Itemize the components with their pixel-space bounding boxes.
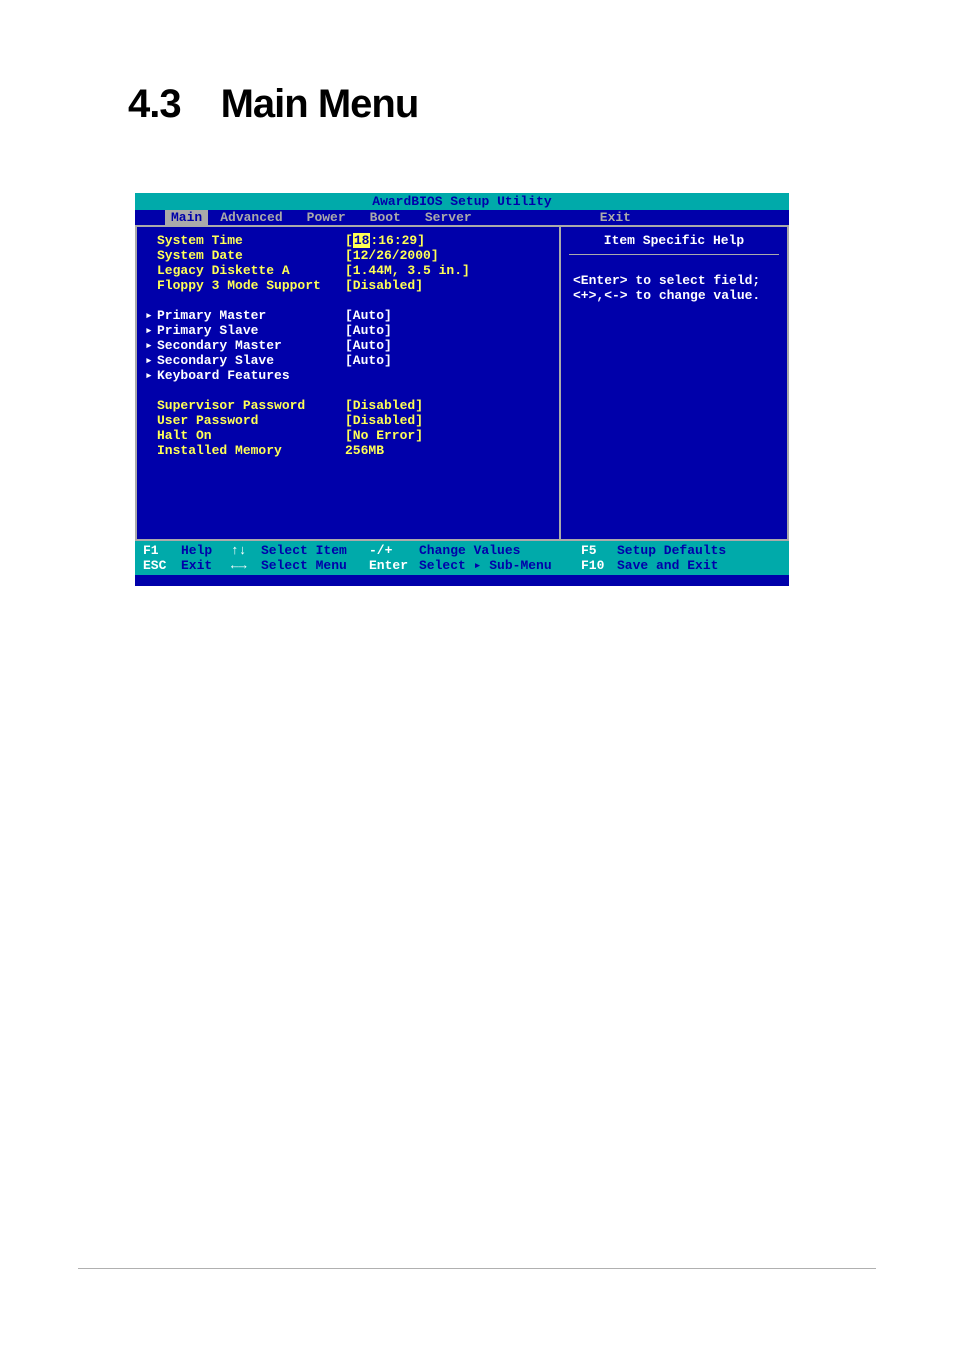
label-primary-master: Primary Master [157, 308, 266, 323]
help-line1: <Enter> to select field; [569, 273, 779, 288]
bios-setup-screenshot: AwardBIOS Setup Utility Main Advanced Po… [135, 193, 789, 586]
bios-left-pane: System Time [18:16:29] System Date [12/2… [135, 225, 560, 541]
row-keyboard-features[interactable]: ▸Keyboard Features [145, 368, 551, 383]
row-system-time[interactable]: System Time [18:16:29] [145, 233, 551, 248]
menu-boot[interactable]: Boot [358, 210, 413, 225]
row-installed-memory[interactable]: Installed Memory 256MB [145, 443, 551, 458]
footer-row-1: F1 Help ↑↓ Select Item -/+ Change Values… [143, 543, 781, 558]
section-title: Main Menu [221, 82, 419, 126]
label-supervisor-password: Supervisor Password [157, 398, 305, 413]
menu-advanced[interactable]: Advanced [208, 210, 294, 225]
menu-server[interactable]: Server [413, 210, 484, 225]
label-user-password: User Password [157, 413, 258, 428]
footer-f10-key: F10 [581, 558, 617, 573]
footer-f1-action: Help [181, 543, 231, 558]
value-primary-master: [Auto] [345, 308, 392, 323]
footer-select-menu: Select Menu [261, 558, 369, 573]
value-floppy-3-mode: [Disabled] [345, 278, 423, 293]
row-primary-slave[interactable]: ▸Primary Slave [Auto] [145, 323, 551, 338]
value-legacy-diskette: [1.44M, 3.5 in.] [345, 263, 470, 278]
submenu-icon: ▸ [145, 368, 157, 383]
footer-setup-defaults: Setup Defaults [617, 543, 726, 558]
value-primary-slave: [Auto] [345, 323, 392, 338]
footer-leftright-icon: ←→ [231, 558, 261, 573]
value-secondary-slave: [Auto] [345, 353, 392, 368]
page-footer-rule [78, 1268, 876, 1269]
value-secondary-master: [Auto] [345, 338, 392, 353]
label-system-date: System Date [157, 248, 243, 263]
value-supervisor-password: [Disabled] [345, 398, 423, 413]
footer-change-values: Change Values [419, 543, 581, 558]
row-supervisor-password[interactable]: Supervisor Password [Disabled] [145, 398, 551, 413]
help-line2: <+>,<-> to change value. [569, 288, 779, 303]
row-secondary-slave[interactable]: ▸Secondary Slave [Auto] [145, 353, 551, 368]
submenu-icon: ▸ [145, 338, 157, 353]
label-installed-memory: Installed Memory [157, 443, 282, 458]
label-secondary-slave: Secondary Slave [157, 353, 274, 368]
value-system-date: [12/26/2000] [345, 248, 439, 263]
label-keyboard-features: Keyboard Features [157, 368, 290, 383]
row-halt-on[interactable]: Halt On [No Error] [145, 428, 551, 443]
footer-select-submenu: Select ▸ Sub-Menu [419, 558, 581, 573]
section-number: 4.3 [128, 82, 181, 127]
row-system-date[interactable]: System Date [12/26/2000] [145, 248, 551, 263]
submenu-icon: ▸ [145, 353, 157, 368]
bios-body: System Time [18:16:29] System Date [12/2… [135, 225, 789, 541]
row-floppy-3-mode[interactable]: Floppy 3 Mode Support [Disabled] [145, 278, 551, 293]
label-halt-on: Halt On [157, 428, 212, 443]
row-user-password[interactable]: User Password [Disabled] [145, 413, 551, 428]
value-halt-on: [No Error] [345, 428, 423, 443]
footer-updown-icon: ↑↓ [231, 543, 261, 558]
footer-plusminus-key: -/+ [369, 543, 419, 558]
label-system-time: System Time [157, 233, 243, 248]
value-user-password: [Disabled] [345, 413, 423, 428]
row-legacy-diskette[interactable]: Legacy Diskette A [1.44M, 3.5 in.] [145, 263, 551, 278]
menu-main[interactable]: Main [165, 210, 208, 225]
footer-f1-key: F1 [143, 543, 181, 558]
footer-select-item: Select Item [261, 543, 369, 558]
bios-menu-bar: Main Advanced Power Boot Server Exit [135, 210, 789, 225]
page-section-heading: 4.3 Main Menu [128, 82, 418, 127]
label-primary-slave: Primary Slave [157, 323, 258, 338]
spacer [145, 383, 551, 398]
spacer [145, 293, 551, 308]
row-secondary-master[interactable]: ▸Secondary Master [Auto] [145, 338, 551, 353]
footer-save-exit: Save and Exit [617, 558, 718, 573]
footer-esc-action: Exit [181, 558, 231, 573]
bios-footer: F1 Help ↑↓ Select Item -/+ Change Values… [135, 541, 789, 575]
footer-f5-key: F5 [581, 543, 617, 558]
bios-title-bar: AwardBIOS Setup Utility [135, 193, 789, 210]
row-primary-master[interactable]: ▸Primary Master [Auto] [145, 308, 551, 323]
footer-enter-key: Enter [369, 558, 419, 573]
submenu-icon: ▸ [145, 323, 157, 338]
label-floppy-3-mode: Floppy 3 Mode Support [157, 278, 321, 293]
footer-row-2: ESC Exit ←→ Select Menu Enter Select ▸ S… [143, 558, 781, 573]
help-title: Item Specific Help [569, 233, 779, 255]
footer-esc-key: ESC [143, 558, 181, 573]
menu-power[interactable]: Power [295, 210, 358, 225]
label-secondary-master: Secondary Master [157, 338, 282, 353]
time-hour-selected[interactable]: 18 [353, 233, 371, 248]
label-legacy-diskette: Legacy Diskette A [157, 263, 290, 278]
submenu-icon: ▸ [145, 308, 157, 323]
bios-help-pane: Item Specific Help <Enter> to select fie… [560, 225, 789, 541]
value-installed-memory: 256MB [345, 443, 384, 458]
menu-exit[interactable]: Exit [588, 210, 643, 225]
